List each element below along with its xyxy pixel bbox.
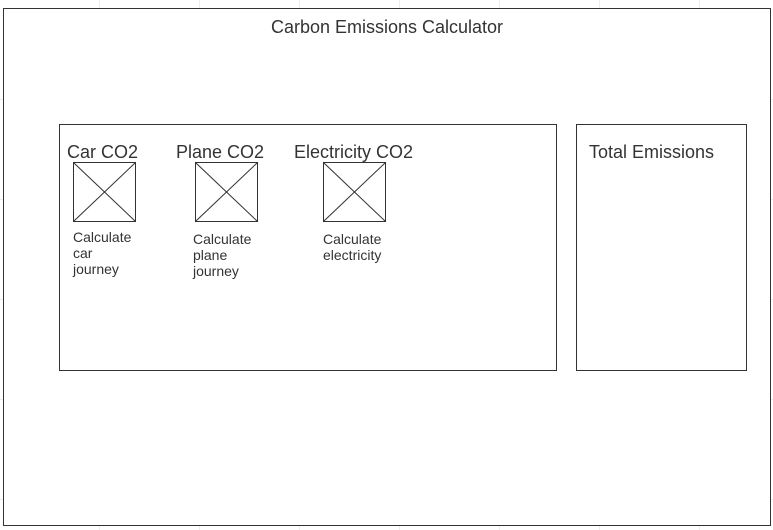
placeholder-cross-icon: [324, 163, 385, 221]
car-co2-heading: Car CO2: [67, 142, 139, 162]
placeholder-cross-icon: [196, 163, 257, 221]
plane-calculate-label[interactable]: Calculate plane journey: [193, 231, 252, 279]
total-emissions-panel: Total Emissions: [576, 124, 747, 371]
plane-image-placeholder-icon[interactable]: [195, 162, 258, 222]
car-image-placeholder-icon[interactable]: [73, 162, 136, 222]
calculators-panel: Car CO2 Calculate car journey Plane CO2 …: [59, 124, 557, 371]
plane-co2-heading: Plane CO2: [176, 142, 265, 162]
total-emissions-heading: Total Emissions: [589, 142, 715, 162]
car-calculate-label[interactable]: Calculate car journey: [73, 229, 132, 277]
electricity-calculate-label[interactable]: Calculate electricity: [323, 231, 382, 263]
electricity-image-placeholder-icon[interactable]: [323, 162, 386, 222]
page-title: Carbon Emissions Calculator: [270, 17, 504, 37]
placeholder-cross-icon: [74, 163, 135, 221]
app-window-frame: Carbon Emissions Calculator Car CO2 Calc…: [3, 8, 771, 526]
electricity-co2-heading: Electricity CO2: [294, 142, 414, 162]
